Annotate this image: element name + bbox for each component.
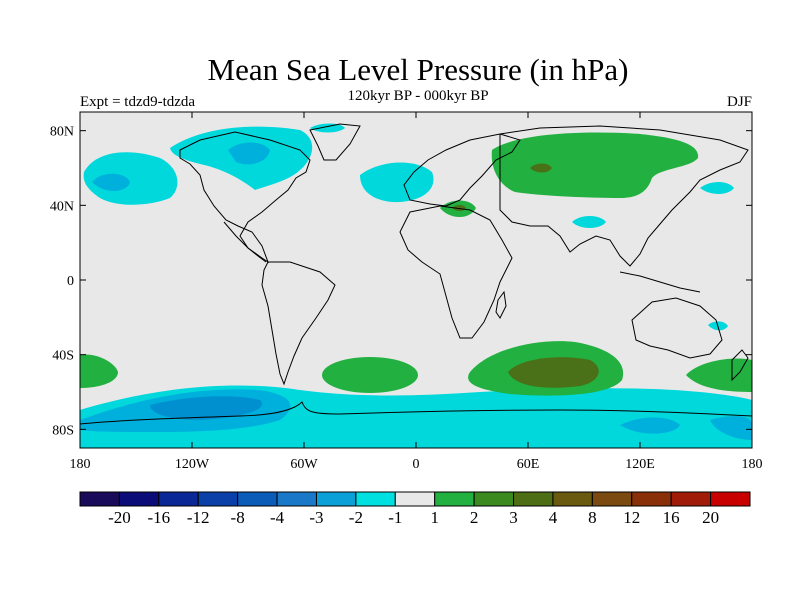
y-tick-label: 80S — [52, 423, 74, 438]
colorbar-swatch — [670, 491, 712, 507]
eurasia-high — [491, 132, 699, 198]
madagascar-coast — [495, 290, 507, 319]
colorbar-swatch — [276, 491, 317, 507]
colorbar-label: 4 — [549, 508, 558, 527]
colorbar-label: 16 — [663, 508, 680, 527]
arctic-low-small — [310, 123, 345, 133]
colorbar-swatch — [473, 491, 515, 507]
y-tick-label: 0 — [67, 274, 74, 289]
colorbar: -20 -16 -12 -8 -4 -3 -2 -1 1 2 3 4 8 12 16 20 — [79, 491, 751, 527]
asia-coast — [499, 125, 749, 267]
colorbar-label: -4 — [270, 508, 285, 527]
x-tick-label: 0 — [413, 457, 420, 472]
colorbar-swatch — [710, 491, 751, 507]
plot-subtitle: 120kyr BP - 000kyr BP — [347, 88, 489, 104]
europe-coast — [403, 133, 521, 207]
y-tick-label: 40N — [50, 199, 74, 214]
greenland-coast — [309, 123, 361, 161]
north-america-low-core — [228, 142, 270, 165]
x-tick-label: 120E — [625, 457, 655, 472]
colorbar-label: 2 — [470, 508, 479, 527]
south-america-coast — [261, 261, 336, 386]
south-indian-high-core — [508, 357, 599, 388]
colorbar-swatch — [237, 491, 278, 507]
colorbar-swatch — [552, 491, 593, 507]
colorbar-label: 20 — [702, 508, 719, 527]
colorbar-swatch — [631, 491, 672, 507]
colorbar-label: 1 — [430, 508, 439, 527]
colorbar-label: -1 — [388, 508, 402, 527]
colorbar-label: 8 — [588, 508, 597, 527]
colorbar-swatch — [158, 491, 199, 507]
colorbar-swatch — [394, 491, 436, 507]
new-zealand-coast — [731, 349, 749, 382]
colorbar-swatch — [591, 491, 633, 507]
colorbar-label: 12 — [623, 508, 640, 527]
x-tick-label: 60W — [290, 457, 318, 472]
southern-ocean-east-patch-2 — [710, 415, 752, 440]
colorbar-label: -12 — [187, 508, 210, 527]
experiment-label: Expt = tdzd9-tdzda — [80, 94, 196, 110]
colorbar-swatch — [79, 491, 120, 507]
colorbar-label: -2 — [349, 508, 363, 527]
colorbar-swatch — [513, 491, 554, 507]
x-tick-label: 180 — [70, 457, 91, 472]
colorbar-swatch — [434, 491, 475, 507]
central-america-coast — [223, 221, 267, 263]
plot-title: Mean Sea Level Pressure (in hPa) — [207, 52, 629, 87]
colorbar-swatch — [118, 491, 160, 507]
north-atlantic-low — [360, 162, 434, 203]
southern-ocean-core — [150, 396, 262, 420]
colorbar-swatch — [197, 491, 239, 507]
season-label: DJF — [726, 94, 752, 110]
axis-ticks: 180 120W 60W 0 60E 120E 180 80N 40N 0 40S 80S — [50, 112, 763, 472]
south-pacific-high-west — [80, 354, 118, 388]
colorbar-label: -20 — [108, 508, 131, 527]
colorbar-label: -16 — [147, 508, 170, 527]
x-tick-label: 120W — [175, 457, 210, 472]
north-pacific-low-core — [92, 173, 130, 192]
colorbar-swatch — [315, 491, 357, 507]
central-asia-low — [572, 216, 606, 228]
colorbar-swatch — [355, 491, 396, 507]
antarctica-coast — [80, 401, 752, 425]
colorbar-label: -8 — [231, 508, 245, 527]
coastlines — [80, 123, 752, 425]
y-tick-label: 40S — [52, 349, 74, 364]
africa-coast — [399, 205, 513, 339]
x-tick-label: 60E — [517, 457, 540, 472]
north-pacific-east-low — [700, 182, 734, 194]
x-tick-label: 180 — [742, 457, 763, 472]
indonesia-coast — [619, 271, 701, 293]
southern-ocean-east-patch — [620, 417, 680, 434]
australia-coast — [631, 297, 723, 359]
eurasia-high-core — [530, 163, 552, 173]
south-atlantic-high — [322, 357, 418, 393]
north-pacific-low — [83, 152, 178, 205]
colorbar-label: 3 — [509, 508, 518, 527]
y-tick-label: 80N — [50, 125, 74, 140]
north-america-coast — [179, 131, 311, 264]
colorbar-label: -3 — [309, 508, 323, 527]
contour-field — [80, 112, 752, 448]
south-pacific-high-east — [686, 358, 752, 392]
